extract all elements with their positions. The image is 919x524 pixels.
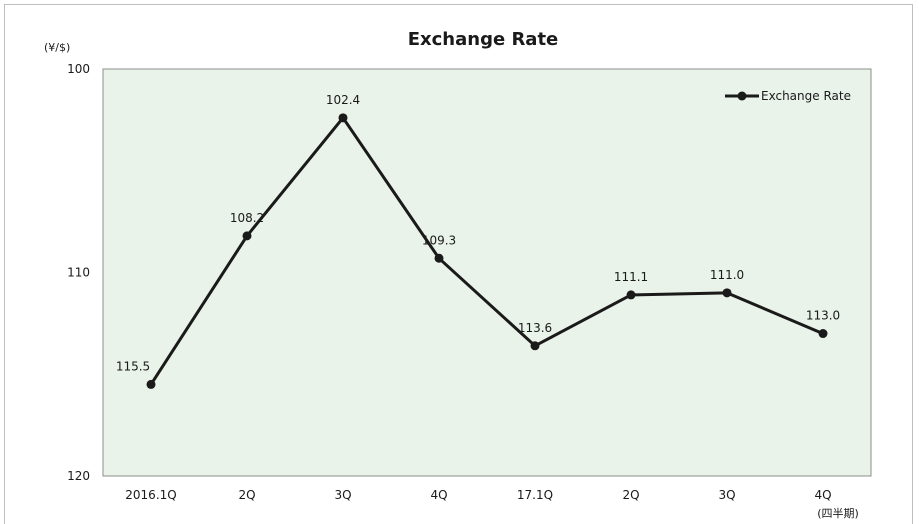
data-point (530, 341, 540, 351)
data-label: 113.0 (806, 309, 840, 323)
data-point (722, 288, 732, 298)
data-point (242, 231, 252, 241)
data-point (338, 113, 348, 123)
data-point (434, 253, 444, 263)
legend-label: Exchange Rate (761, 89, 851, 103)
data-point (626, 290, 636, 300)
y-tick-label: 120 (67, 469, 90, 483)
y-tick-label: 110 (67, 266, 90, 280)
y-axis-unit: (¥/$) (44, 41, 70, 54)
data-label: 102.4 (326, 93, 360, 107)
x-tick-label: 3Q (718, 488, 735, 502)
chart-title: Exchange Rate (408, 29, 559, 50)
data-point (818, 329, 828, 339)
x-tick-label: 2Q (622, 488, 639, 502)
legend: Exchange Rate (725, 89, 851, 103)
series-line-exchange-rate (149, 116, 824, 386)
x-tick-label: 4Q (814, 488, 831, 502)
data-points (146, 113, 828, 389)
legend-marker (737, 91, 747, 101)
data-label: 115.5 (116, 359, 150, 373)
data-label: 109.3 (422, 233, 456, 247)
x-axis-ticks: 2016.1Q 2Q 3Q 4Q 17.1Q 2Q 3Q 4Q (125, 488, 831, 502)
y-axis-ticks: 100 110 120 (67, 62, 90, 483)
x-tick-label: 17.1Q (517, 488, 553, 502)
data-point (146, 379, 156, 389)
data-label: 108.2 (230, 211, 264, 225)
data-label: 113.6 (518, 321, 552, 335)
data-label: 111.1 (614, 270, 648, 284)
x-tick-label: 2016.1Q (125, 488, 176, 502)
x-tick-label: 2Q (238, 488, 255, 502)
x-tick-label: 3Q (334, 488, 351, 502)
plot-area (102, 68, 872, 477)
y-tick-label: 100 (67, 62, 90, 76)
data-labels: 115.5 108.2 102.4 109.3 113.6 111.1 111.0 113.0 (116, 93, 840, 374)
x-tick-label: 4Q (430, 488, 447, 502)
data-label: 111.0 (710, 268, 744, 282)
x-axis-unit: (四半期) (817, 506, 859, 520)
